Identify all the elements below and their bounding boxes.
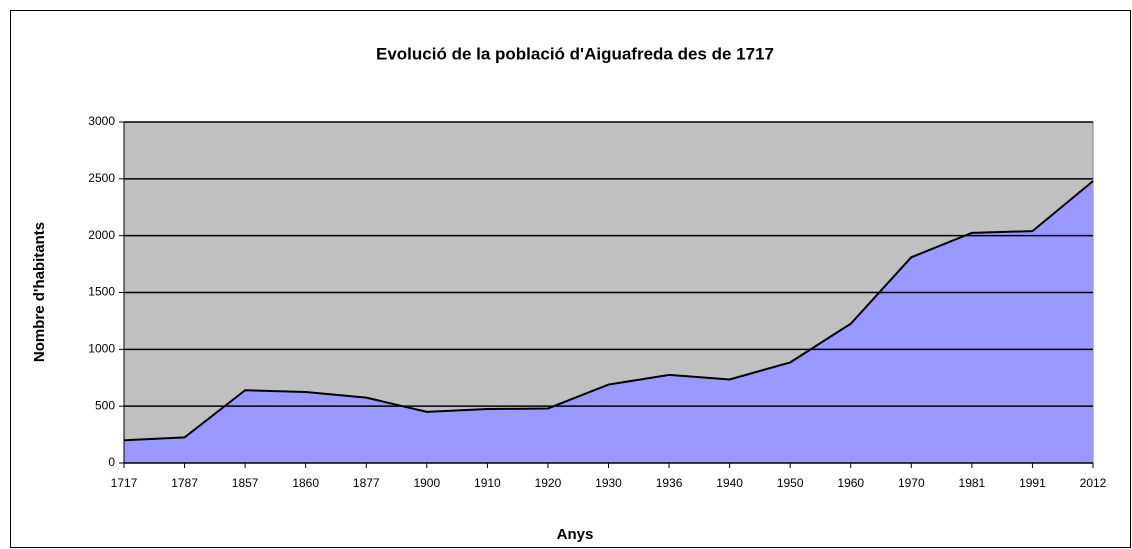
- x-tick-label: 1910: [474, 476, 501, 490]
- chart-title: Evolució de la població d'Aiguafreda des…: [376, 44, 774, 63]
- x-tick-label: 1981: [959, 476, 986, 490]
- x-tick-label: 1857: [232, 476, 259, 490]
- y-tick-label: 2500: [88, 171, 115, 185]
- x-tick-label: 2012: [1080, 476, 1107, 490]
- area-line: [123, 180, 1094, 442]
- y-tick-label: 2000: [88, 228, 115, 242]
- y-tick-label: 1500: [88, 285, 115, 299]
- x-tick-label: 1860: [292, 476, 319, 490]
- y-tick-label: 500: [95, 398, 115, 412]
- x-tick-label: 1991: [1019, 476, 1046, 490]
- x-tick-label: 1940: [716, 476, 743, 490]
- y-tick-label: 3000: [88, 114, 115, 128]
- x-tick-label: 1900: [413, 476, 440, 490]
- x-tick-label: 1960: [837, 476, 864, 490]
- y-tick-label: 0: [108, 455, 115, 469]
- x-tick-label: 1950: [777, 476, 804, 490]
- x-tick-label: 1920: [535, 476, 562, 490]
- x-tick-label: 1970: [898, 476, 925, 490]
- y-axis-title: Nombre d'habitants: [31, 222, 48, 362]
- x-axis-title: Anys: [557, 526, 594, 543]
- x-tick-label: 1717: [111, 476, 138, 490]
- area: [124, 181, 1093, 463]
- x-tick-label: 1936: [656, 476, 683, 490]
- x-tick-label: 1787: [171, 476, 198, 490]
- x-tick-label: 1930: [595, 476, 622, 490]
- x-tick-label: 1877: [353, 476, 380, 490]
- y-tick-label: 1000: [88, 342, 115, 356]
